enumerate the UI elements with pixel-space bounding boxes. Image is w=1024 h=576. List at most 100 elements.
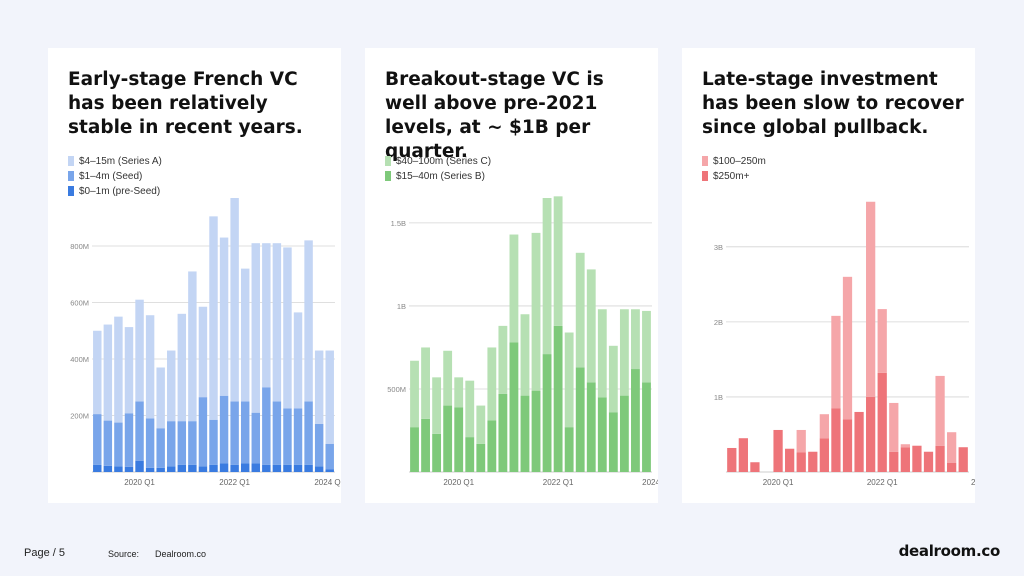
bar-segment — [283, 408, 292, 465]
source-value: Dealroom.co — [155, 549, 207, 559]
bar-segment — [642, 382, 651, 472]
legend-label: $0–1m (pre-Seed) — [79, 185, 161, 197]
bar-segment — [575, 367, 585, 472]
legend-swatch — [385, 171, 391, 181]
bar-segment — [167, 350, 176, 422]
x-tick-label: 2024 Q1 — [642, 478, 658, 487]
bar-segment — [553, 196, 563, 326]
bar-segment — [831, 408, 841, 472]
bar-segment — [509, 342, 519, 472]
bar-segment — [553, 325, 563, 472]
bar-chart-early-stage: 200M 400M 600M 800M 2020 Q1 2022 Q1 2024 Q1 — [70, 198, 341, 487]
bar-segment — [304, 240, 313, 402]
bar-segment — [796, 429, 806, 453]
bar-segment — [198, 466, 208, 472]
legend-item: $15–40m (Series B) — [385, 169, 491, 183]
brand-logo: dealroom.co — [898, 542, 1001, 560]
bar-segment — [240, 463, 250, 472]
bar-segment — [93, 464, 102, 472]
chart-panel-breakout-stage: Breakout-stage VC is well above pre-2021… — [365, 48, 658, 503]
bar-segment — [738, 438, 748, 472]
bar-segment — [498, 393, 508, 472]
legend-swatch — [702, 171, 708, 181]
bar-segment — [177, 464, 187, 472]
bar-segment — [564, 427, 574, 472]
x-tick-label: 2020 Q1 — [124, 478, 155, 487]
panel-title: Breakout-stage VC is well above pre-2021… — [385, 69, 604, 162]
x-tick-label: 2024 Q1 — [314, 478, 341, 487]
bar-segment — [262, 464, 271, 472]
y-tick-label: 3B — [714, 243, 723, 252]
bar-segment — [230, 198, 239, 402]
bar-segment — [145, 467, 155, 472]
bar-segment — [531, 390, 541, 472]
bar-segment — [188, 464, 197, 472]
bar-segment — [283, 247, 292, 409]
bar-segment — [304, 464, 313, 472]
bar-chart-breakout-stage: 500M 1B 1.5B 2020 Q1 2022 Q1 2024 Q1 — [387, 196, 658, 487]
bar-segment — [124, 413, 134, 467]
chart-panel-late-stage: Late-stage investment has been slow to r… — [682, 48, 975, 503]
bar-segment — [262, 387, 271, 465]
bar-segment — [597, 309, 607, 398]
bar-segment — [145, 418, 155, 468]
y-tick-label: 400M — [70, 355, 89, 364]
page-number: Page / 5 — [24, 547, 65, 559]
bar-segment — [293, 408, 303, 465]
legend: $4–15m (Series A) $1–4m (Seed) $0–1m (pr… — [68, 154, 162, 199]
bar-segment — [188, 271, 197, 422]
bar-segment — [93, 330, 102, 415]
bar-segment — [819, 438, 829, 472]
bar-segment — [597, 397, 607, 472]
legend: $100–250m $250m+ — [702, 154, 766, 184]
chart-panel-early-stage: Early-stage French VC has been relativel… — [48, 48, 341, 503]
bar-segment — [293, 464, 303, 472]
legend-item: $40–100m (Series C) — [385, 154, 491, 168]
bar-segment — [304, 401, 313, 465]
bar-segment — [135, 460, 144, 472]
bar-segment — [114, 422, 123, 467]
bar-segment — [564, 332, 574, 428]
panel-title: Early-stage French VC has been relativel… — [68, 69, 303, 138]
bar-segment — [421, 418, 430, 472]
bar-segment — [114, 466, 123, 472]
bar-segment — [900, 444, 910, 448]
x-tick-label: 2022 Q1 — [543, 478, 574, 487]
bar-segment — [230, 464, 239, 472]
bar-segment — [410, 427, 419, 472]
bar-segment — [889, 402, 899, 452]
bar-segment — [947, 432, 957, 463]
bar-segment — [156, 428, 165, 468]
bar-segment — [796, 452, 806, 472]
bar-segment — [314, 423, 324, 467]
bar-segment — [608, 412, 618, 472]
bar-segment — [487, 420, 497, 472]
bar-segment — [631, 369, 640, 472]
bar-segment — [509, 234, 519, 343]
legend-item: $100–250m — [702, 154, 766, 168]
bar-segment — [219, 463, 229, 472]
bar-segment — [432, 433, 442, 472]
bar-segment — [889, 451, 899, 472]
bar-segment — [831, 315, 841, 409]
legend-swatch — [68, 186, 74, 196]
bar-segment — [842, 276, 853, 420]
bar-segment — [145, 315, 155, 419]
bar-segment — [167, 421, 176, 467]
bar-segment — [912, 445, 922, 472]
bar-segment — [947, 462, 957, 472]
bar-segment — [935, 445, 945, 472]
bar-segment — [727, 447, 737, 472]
bar-segment — [454, 407, 464, 472]
bar-segment — [575, 252, 585, 368]
bar-segment — [251, 412, 260, 464]
bar-segment — [877, 372, 887, 472]
bar-segment — [114, 316, 123, 423]
bar-segment — [124, 327, 134, 414]
bar-segment — [608, 345, 618, 413]
bar-segment — [854, 411, 864, 472]
bar-segment — [314, 466, 324, 472]
bar-segment — [198, 306, 208, 398]
legend-label: $40–100m (Series C) — [396, 155, 492, 167]
bar-segment — [209, 216, 218, 420]
